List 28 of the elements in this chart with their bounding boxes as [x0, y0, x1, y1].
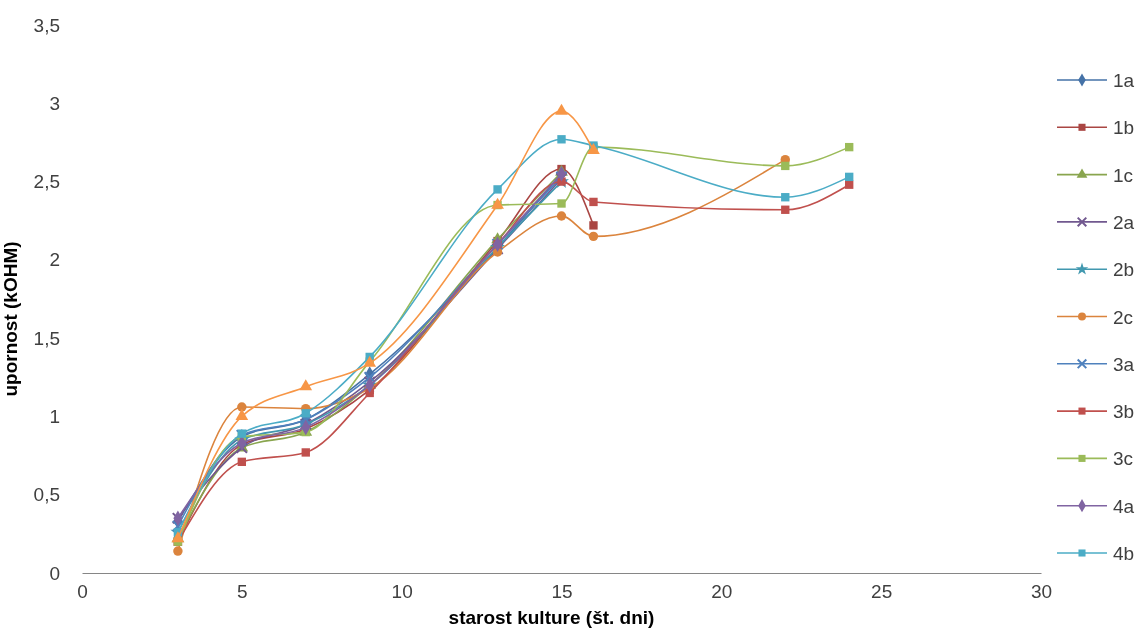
x-tick-label: 5	[237, 581, 248, 603]
x-tick-label: 30	[1030, 581, 1053, 603]
legend-label: 1c	[1113, 164, 1134, 186]
y-tick-label: 0,5	[33, 484, 60, 506]
y-tick-label: 1,5	[33, 327, 60, 349]
y-tick-label: 3,5	[33, 14, 60, 36]
legend-label: 3b	[1113, 401, 1135, 423]
y-tick-label: 2,5	[33, 171, 60, 193]
legend-label: 2b	[1113, 259, 1135, 281]
legend-label: 3c	[1113, 448, 1134, 470]
y-tick-label: 0	[49, 562, 60, 584]
legend-label: 2c	[1113, 306, 1134, 328]
x-tick-label: 15	[551, 581, 573, 603]
legend-label: 4a	[1113, 495, 1135, 517]
y-tick-label: 3	[49, 92, 60, 114]
legend-label: 4b	[1113, 543, 1135, 564]
legend-label: 2a	[1113, 211, 1135, 233]
legend-label: 1b	[1113, 117, 1135, 139]
legend-label: 1a	[1113, 70, 1135, 91]
x-tick-label: 10	[391, 581, 413, 603]
y-tick-label: 2	[49, 249, 60, 271]
x-tick-label: 25	[871, 581, 893, 603]
x-tick-label: 0	[77, 581, 88, 603]
y-tick-label: 1	[49, 406, 60, 428]
legend-label: 3a	[1113, 353, 1135, 375]
x-axis-title: starost kulture (št. dni)	[448, 607, 655, 628]
x-tick-label: 20	[711, 581, 733, 603]
y-axis-title: upornost (kOHM)	[0, 241, 21, 397]
